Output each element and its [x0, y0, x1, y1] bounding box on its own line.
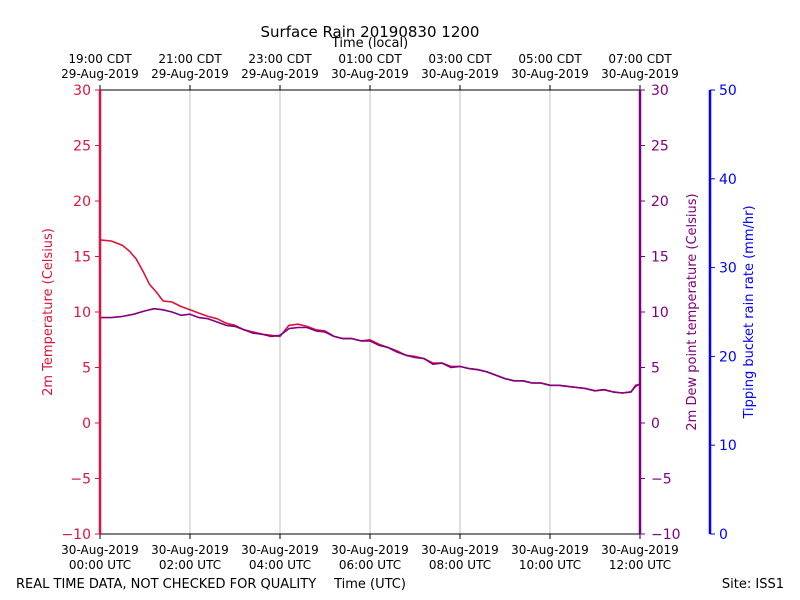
bottom-tick-date-5: 30-Aug-2019	[511, 543, 589, 557]
right-tick-label-7: 25	[651, 139, 669, 155]
left-tick-label-1: −5	[70, 472, 91, 488]
top-tick-date-4: 30-Aug-2019	[421, 67, 499, 81]
rain-tick-label-5: 50	[719, 83, 737, 99]
top-tick-time-1: 21:00 CDT	[158, 52, 222, 66]
top-tick-date-0: 29-Aug-2019	[61, 67, 139, 81]
right-tick-label-0: −10	[651, 527, 681, 543]
top-axis-label: Time (local)	[331, 36, 408, 51]
right-tick-label-4: 10	[651, 305, 669, 321]
bottom-tick-date-3: 30-Aug-2019	[331, 543, 409, 557]
bottom-tick-time-0: 00:00 UTC	[69, 558, 131, 572]
top-tick-time-6: 07:00 CDT	[608, 52, 672, 66]
left-tick-label-4: 10	[73, 305, 91, 321]
bottom-tick-time-1: 02:00 UTC	[159, 558, 221, 572]
rain-tick-label-4: 40	[719, 172, 737, 188]
right-y-axis-label: 2m Dew point temperature (Celsius)	[685, 193, 700, 430]
left-tick-label-5: 15	[73, 250, 91, 266]
left-y-axis-label: 2m Temperature (Celsius)	[41, 228, 56, 396]
footer-disclaimer: REAL TIME DATA, NOT CHECKED FOR QUALITY	[16, 577, 316, 592]
top-tick-date-6: 30-Aug-2019	[601, 67, 679, 81]
top-tick-date-5: 30-Aug-2019	[511, 67, 589, 81]
rain-tick-label-0: 0	[719, 527, 728, 543]
axes-layer	[98, 89, 712, 535]
right-tick-label-5: 15	[651, 250, 669, 266]
rain-tick-label-2: 20	[719, 349, 737, 365]
bottom-tick-time-5: 10:00 UTC	[519, 558, 581, 572]
bottom-tick-time-6: 12:00 UTC	[609, 558, 671, 572]
rain-tick-label-3: 30	[719, 261, 737, 277]
bottom-tick-time-2: 04:00 UTC	[249, 558, 311, 572]
bottom-tick-time-3: 06:00 UTC	[339, 558, 401, 572]
rain-axis-label: Tipping bucket rain rate (mm/hr)	[742, 205, 757, 419]
x-axis-label: Time (UTC)	[333, 577, 406, 592]
top-tick-time-2: 23:00 CDT	[248, 52, 312, 66]
left-tick-label-7: 25	[73, 139, 91, 155]
right-tick-label-6: 20	[651, 194, 669, 210]
top-tick-date-2: 29-Aug-2019	[241, 67, 319, 81]
left-tick-label-0: −10	[61, 527, 91, 543]
top-tick-date-3: 30-Aug-2019	[331, 67, 409, 81]
left-tick-label-6: 20	[73, 194, 91, 210]
footer-site: Site: ISS1	[722, 577, 784, 592]
left-tick-label-2: 0	[82, 416, 91, 432]
top-tick-time-4: 03:00 CDT	[428, 52, 492, 66]
right-tick-label-3: 5	[651, 361, 660, 377]
bottom-tick-date-4: 30-Aug-2019	[421, 543, 499, 557]
bottom-tick-date-2: 30-Aug-2019	[241, 543, 319, 557]
grid-layer	[189, 90, 551, 534]
dewpoint-line	[100, 307, 641, 394]
bottom-tick-date-6: 30-Aug-2019	[601, 543, 679, 557]
right-tick-label-8: 30	[651, 83, 669, 99]
top-tick-time-0: 19:00 CDT	[68, 52, 132, 66]
left-tick-label-8: 30	[73, 83, 91, 99]
series-layer	[99, 239, 641, 394]
chart-title: Surface Rain 20190830 1200	[261, 23, 480, 41]
left-tick-label-3: 5	[82, 361, 91, 377]
rain-tick-label-1: 10	[719, 438, 737, 454]
bottom-tick-time-4: 08:00 UTC	[429, 558, 491, 572]
top-tick-time-3: 01:00 CDT	[338, 52, 402, 66]
top-tick-date-1: 29-Aug-2019	[151, 67, 229, 81]
bottom-tick-date-0: 30-Aug-2019	[61, 543, 139, 557]
right-tick-label-1: −5	[651, 472, 672, 488]
bottom-tick-date-1: 30-Aug-2019	[151, 543, 229, 557]
right-tick-label-2: 0	[651, 416, 660, 432]
top-tick-time-5: 05:00 CDT	[518, 52, 582, 66]
